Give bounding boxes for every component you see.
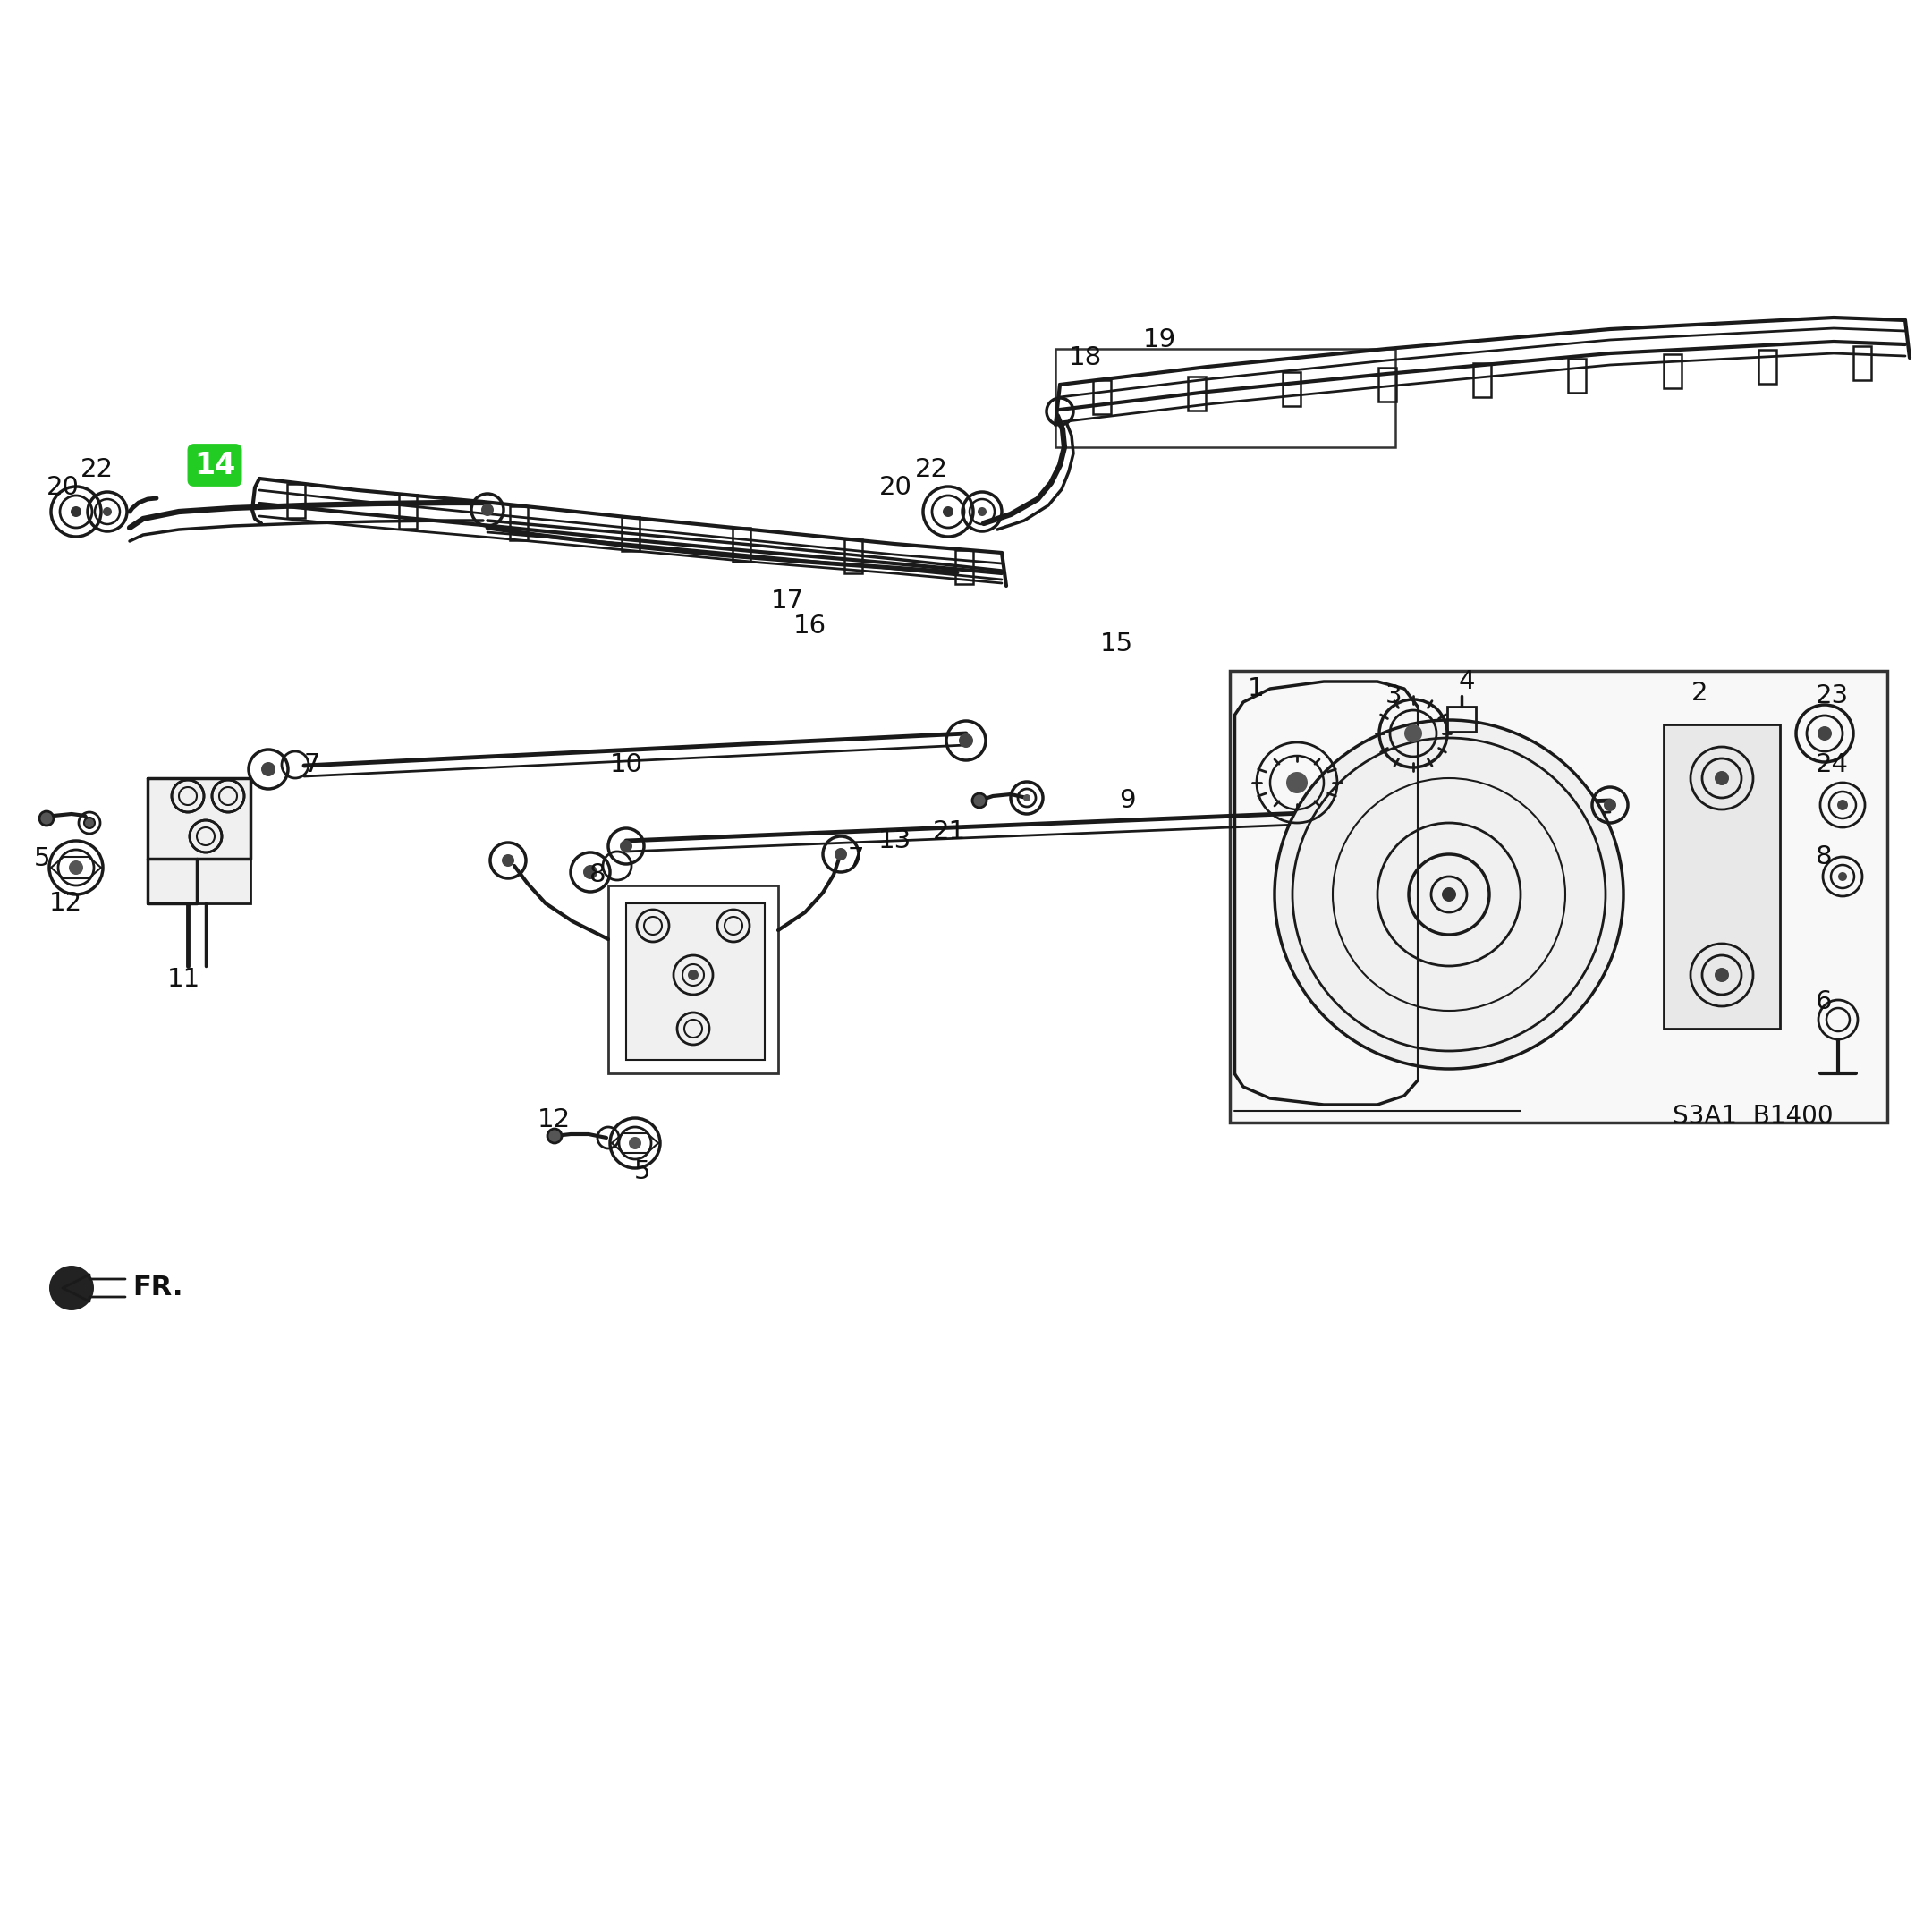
Bar [1663, 724, 1779, 1028]
Bar [288, 483, 305, 518]
Text: 21: 21 [933, 819, 966, 844]
Text: 20: 20 [879, 475, 912, 500]
Text: 6: 6 [1816, 989, 1832, 1014]
Circle shape [1604, 798, 1617, 811]
Text: 24: 24 [1816, 752, 1849, 777]
Circle shape [628, 1136, 641, 1150]
Text: 22: 22 [916, 458, 949, 483]
Circle shape [39, 811, 54, 825]
Text: 20: 20 [46, 475, 79, 500]
Text: 7: 7 [848, 846, 864, 871]
Bar [844, 539, 862, 574]
Bar [1283, 373, 1300, 406]
Circle shape [978, 506, 987, 516]
Circle shape [1818, 726, 1832, 740]
Bar [1378, 367, 1397, 402]
Circle shape [943, 506, 954, 518]
Bar [147, 779, 251, 904]
Bar [1055, 350, 1395, 446]
Text: 1: 1 [1248, 676, 1264, 701]
Bar [398, 495, 417, 529]
Circle shape [102, 506, 112, 516]
Circle shape [620, 840, 632, 852]
Text: 16: 16 [792, 614, 827, 639]
Text: 8: 8 [1816, 844, 1832, 869]
Circle shape [71, 506, 81, 518]
Circle shape [1405, 724, 1422, 742]
Text: 8: 8 [589, 862, 607, 887]
Text: 14: 14 [193, 450, 236, 479]
Circle shape [502, 854, 514, 867]
Circle shape [1441, 887, 1457, 902]
Circle shape [1837, 800, 1847, 810]
Circle shape [1275, 721, 1623, 1068]
Text: 17: 17 [771, 589, 804, 614]
Bar [1188, 377, 1206, 412]
Circle shape [958, 734, 974, 748]
Text: 5: 5 [35, 846, 50, 871]
Bar [1094, 381, 1111, 413]
Text: 23: 23 [1816, 684, 1849, 709]
Circle shape [583, 866, 597, 879]
Text: 12: 12 [537, 1107, 570, 1132]
Circle shape [1716, 771, 1729, 784]
Text: 5: 5 [634, 1159, 651, 1184]
Circle shape [835, 848, 846, 860]
Circle shape [48, 1265, 95, 1310]
Text: 12: 12 [48, 891, 83, 916]
Text: 15: 15 [1099, 632, 1132, 657]
Bar [1569, 359, 1586, 392]
Circle shape [1837, 871, 1847, 881]
Bar [622, 518, 639, 551]
Text: 22: 22 [81, 458, 114, 483]
Text: 3: 3 [1385, 684, 1403, 709]
Text: 19: 19 [1144, 327, 1177, 352]
Circle shape [85, 817, 95, 829]
Bar [1231, 670, 1888, 1122]
Circle shape [481, 504, 495, 516]
Text: 18: 18 [1068, 346, 1101, 371]
Bar [1663, 354, 1681, 388]
Circle shape [1716, 968, 1729, 981]
Bar [954, 551, 974, 583]
Text: 11: 11 [166, 966, 201, 991]
Text: FR.: FR. [133, 1275, 184, 1300]
Bar [609, 885, 779, 1074]
Circle shape [547, 1128, 562, 1144]
Circle shape [261, 761, 276, 777]
Circle shape [972, 794, 987, 808]
Text: 2: 2 [1690, 680, 1708, 705]
Text: 4: 4 [1459, 668, 1476, 694]
Circle shape [1024, 794, 1030, 802]
Circle shape [70, 860, 83, 875]
Bar [1474, 363, 1492, 398]
Bar [732, 527, 750, 562]
Text: 9: 9 [1119, 788, 1136, 813]
Bar [626, 904, 765, 1061]
Text: 10: 10 [611, 752, 643, 777]
Circle shape [1287, 773, 1308, 794]
Bar [1853, 346, 1872, 381]
Text: 7: 7 [303, 752, 321, 777]
Bar [1758, 350, 1776, 384]
Bar [510, 506, 527, 541]
Circle shape [688, 970, 699, 980]
Text: S3A1  B1400: S3A1 B1400 [1673, 1103, 1833, 1128]
Bar [1447, 707, 1476, 732]
Text: 13: 13 [877, 829, 912, 854]
